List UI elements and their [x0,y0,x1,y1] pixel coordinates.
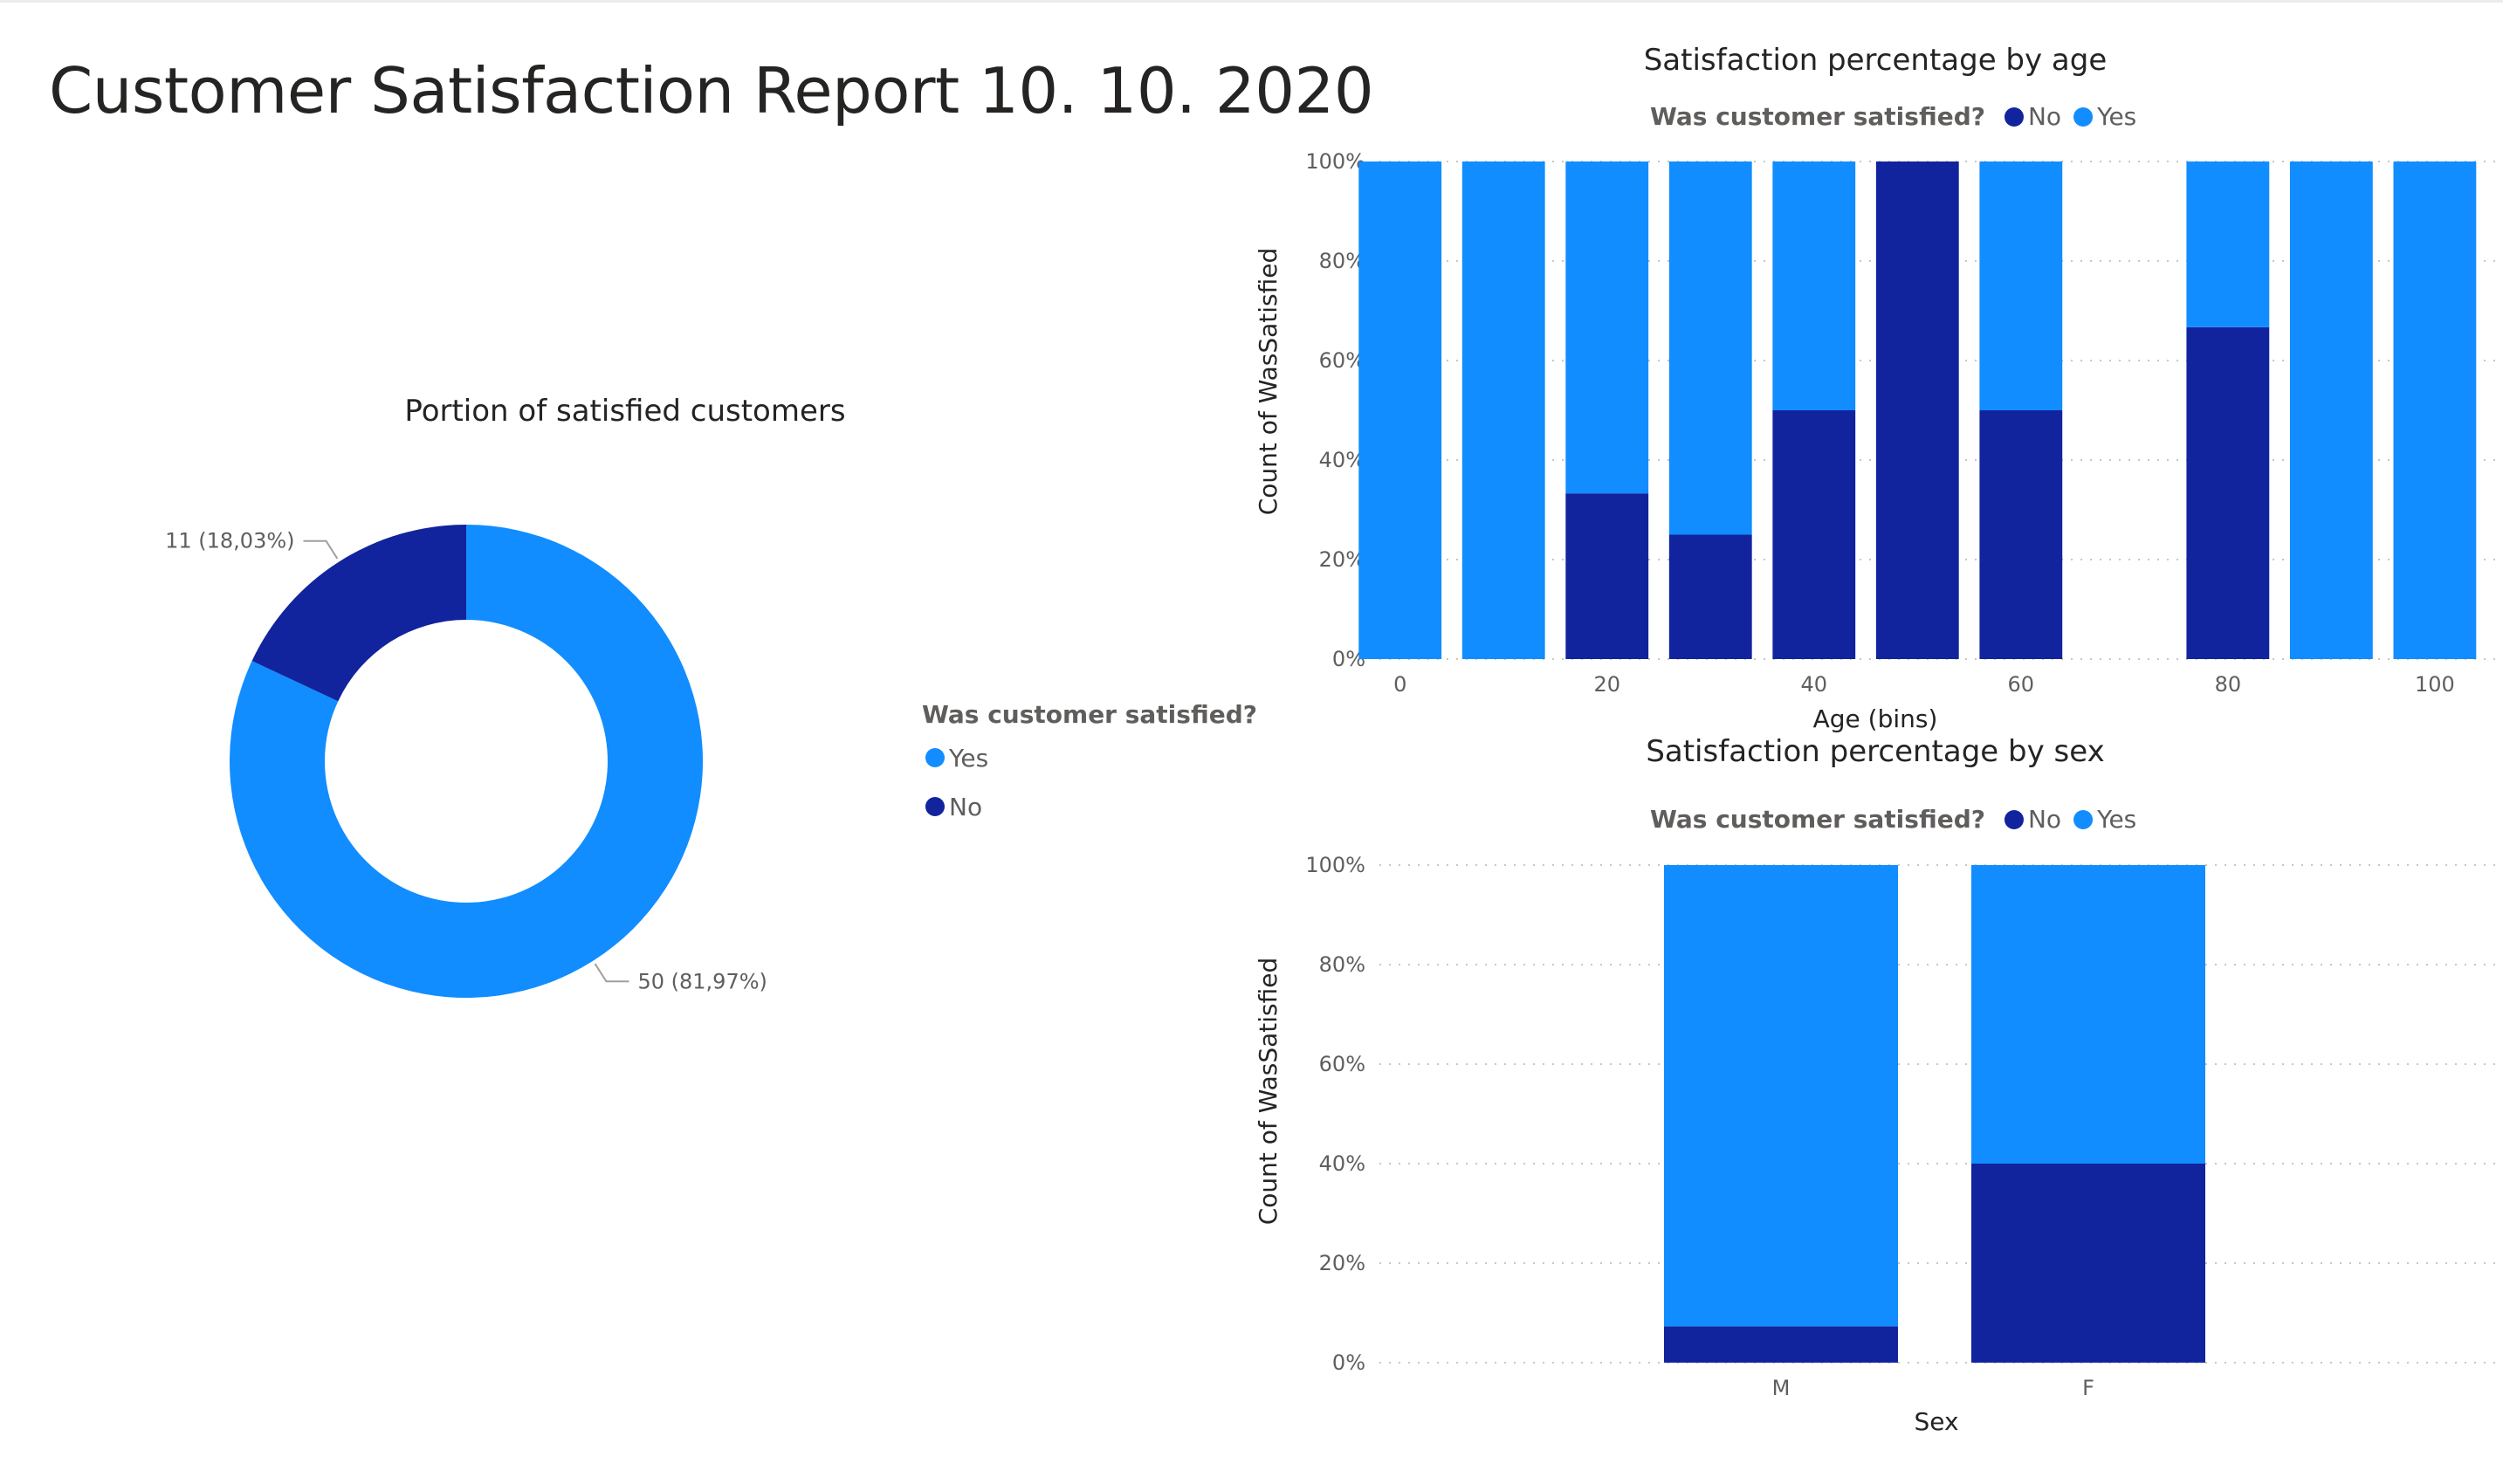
age-x-tick-label: 0 [1393,672,1406,697]
age-y-tick-label: 100% [1305,149,1365,174]
sex-x-axis-title: Sex [1914,1407,1958,1436]
age-legend-marker-yes [2073,107,2094,127]
age-bar-10-yes[interactable] [1461,161,1545,659]
sex-legend-label-no[interactable]: No [2028,805,2061,834]
age-legend-label-no[interactable]: No [2028,102,2061,131]
age-bar-20-no[interactable] [1565,493,1649,659]
sex-y-tick-label: 100% [1305,853,1365,877]
sex-bar-m-yes[interactable] [1664,865,1898,1327]
donut-legend-title: Was customer satisfied? [922,700,1257,729]
sex-bar-f-yes[interactable] [1971,865,2205,1164]
age-x-tick-label: 20 [1593,672,1620,697]
sex-legend-marker-no [2004,810,2024,829]
sex-y-tick-label: 60% [1319,1052,1365,1076]
donut-data-label-no: 11 (18,03%) [165,529,294,553]
age-x-tick-label: 100 [2415,672,2455,697]
donut-legend: Yes No [925,744,988,821]
sex-legend-marker-yes [2073,810,2094,829]
donut-slice-no[interactable] [251,525,466,702]
age-y-tick-label: 80% [1319,249,1365,273]
sex-x-tick-label: F [2082,1376,2094,1400]
age-y-axis: 0%20%40%60%80%100% [1305,149,1365,671]
age-x-axis-title: Age (bins) [1813,704,1938,733]
age-bar-chart[interactable]: Satisfaction percentage by age Was custo… [1222,26,2503,733]
donut-leader-line [594,963,629,983]
sex-bar-chart[interactable]: Satisfaction percentage by sex Was custo… [1222,732,2503,1447]
sex-y-tick-label: 40% [1319,1151,1365,1176]
legend-label-yes[interactable]: Yes [948,744,988,773]
sex-y-tick-label: 20% [1319,1251,1365,1275]
sex-y-tick-label: 80% [1319,952,1365,977]
age-y-tick-label: 40% [1319,448,1365,472]
sex-x-tick-label: M [1772,1376,1791,1400]
age-bars [1358,161,2477,660]
age-bar-60-no[interactable] [1979,410,2063,659]
sex-gridlines [1379,864,2497,1364]
age-bar-0-yes[interactable] [1358,161,1442,659]
age-bar-90-yes[interactable] [2289,161,2373,659]
sex-bar-f-no[interactable] [1971,1164,2205,1363]
age-y-axis-title: Count of WasSatisfied [1254,248,1282,516]
donut-slices [230,525,704,998]
sex-legend-title: Was customer satisfied? [1650,805,1985,834]
age-bar-60-yes[interactable] [1979,161,2063,410]
age-x-tick-label: 40 [1801,672,1828,697]
age-bar-80-no[interactable] [2186,326,2270,659]
age-chart-title: Satisfaction percentage by age [1644,43,2108,78]
sex-y-axis: 0% 20% 40% 60% 80% 100% [1305,853,1365,1375]
sex-y-tick-label: 0% [1332,1350,1365,1375]
sex-y-axis-title: Count of WasSatisfied [1254,958,1282,1226]
age-bar-80-yes[interactable] [2186,161,2270,327]
age-y-tick-label: 60% [1319,348,1365,373]
age-legend-title: Was customer satisfied? [1650,102,1985,131]
age-bar-40-no[interactable] [1772,410,1856,659]
sex-bar-m-no[interactable] [1664,1326,1898,1363]
age-legend-label-yes[interactable]: Yes [2096,102,2136,131]
report-title: Customer Satisfaction Report 10. 10. 202… [49,54,1374,127]
age-x-axis: 0 20 40 60 80 100 [1393,672,2455,697]
donut-data-labels: 50 (81,97%) 11 (18,03%) [165,529,767,994]
sex-chart-title: Satisfaction percentage by sex [1646,734,2104,769]
age-x-tick-label: 80 [2215,672,2242,697]
top-divider [0,0,2503,3]
legend-marker-no [925,797,945,816]
age-y-tick-label: 20% [1319,547,1365,572]
age-legend: Was customer satisfied? No Yes [1650,102,2136,131]
donut-data-label-yes: 50 (81,97%) [637,969,767,993]
age-bar-100-yes[interactable] [2393,161,2477,659]
sex-bars [1664,865,2205,1363]
age-x-tick-label: 60 [2008,672,2035,697]
sex-legend: Was customer satisfied? No Yes [1650,805,2136,834]
legend-marker-yes [925,748,945,767]
donut-slice-yes[interactable] [230,525,704,998]
donut-leader-line [303,539,339,560]
sex-legend-label-yes[interactable]: Yes [2096,805,2136,834]
age-bar-20-yes[interactable] [1565,161,1649,494]
age-bar-30-yes[interactable] [1668,161,1752,535]
age-legend-marker-no [2004,107,2024,127]
donut-chart-title: Portion of satisfied customers [404,394,845,429]
age-bar-30-no[interactable] [1668,534,1752,660]
age-bar-40-yes[interactable] [1772,161,1856,410]
legend-label-no[interactable]: No [949,793,982,821]
age-bar-50-no[interactable] [1875,161,1959,659]
donut-chart[interactable]: Portion of satisfied customers 50 (81,97… [0,349,1257,1048]
